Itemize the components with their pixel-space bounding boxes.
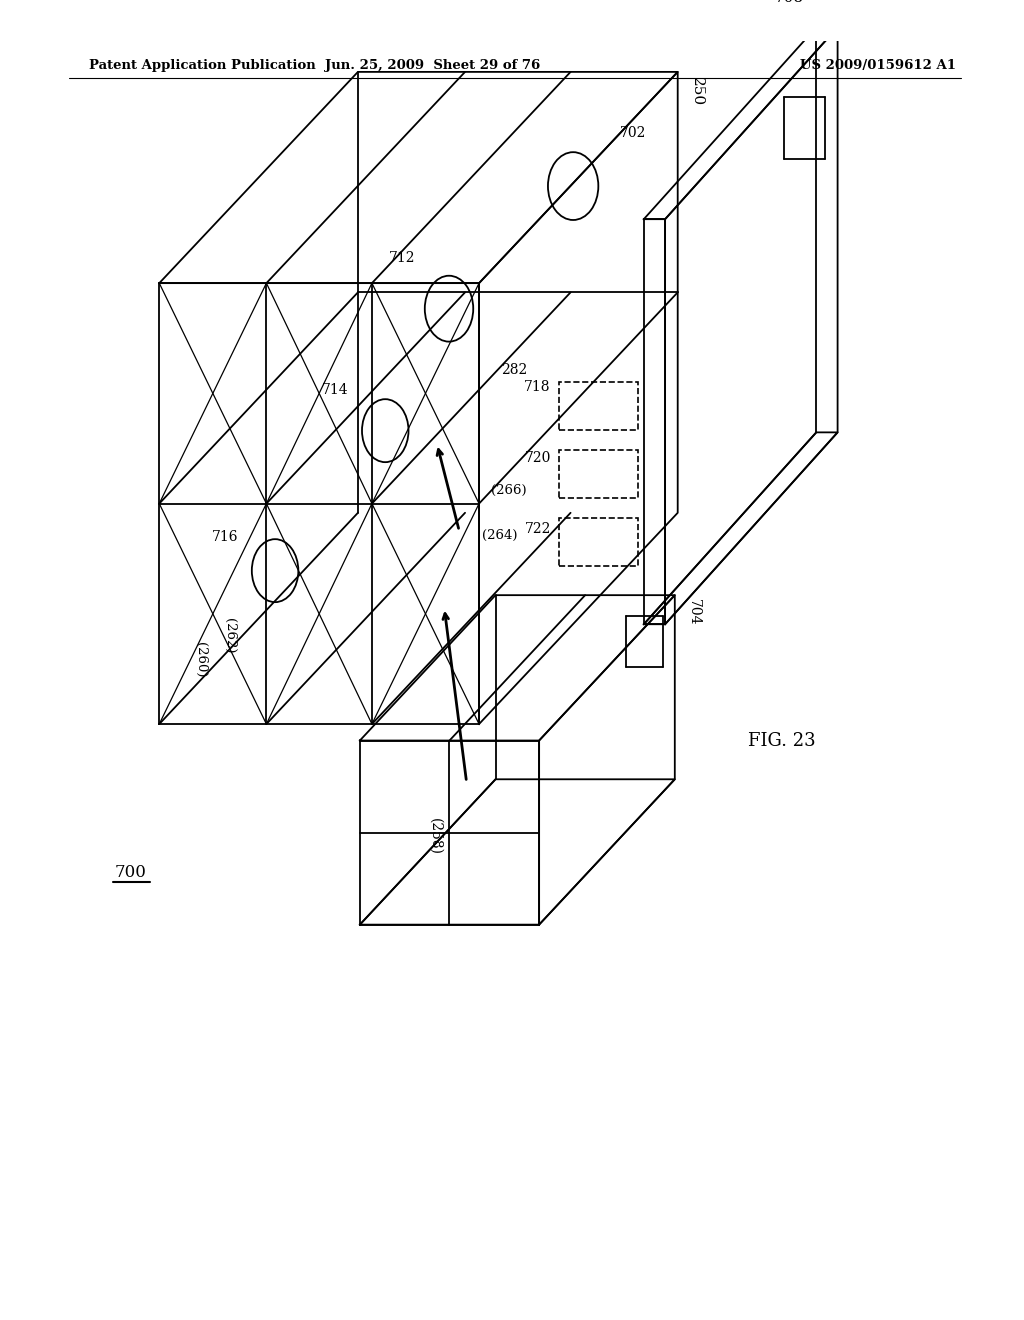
Text: FIG. 23: FIG. 23	[748, 731, 815, 750]
Bar	[558, 381, 638, 430]
Text: (258): (258)	[428, 818, 442, 855]
Text: 716: 716	[211, 529, 238, 544]
Text: 718: 718	[524, 380, 551, 393]
Text: 714: 714	[322, 383, 348, 397]
Text: (262): (262)	[223, 618, 237, 653]
Text: Patent Application Publication: Patent Application Publication	[88, 58, 315, 71]
Text: 702: 702	[621, 125, 646, 140]
Text: 250: 250	[690, 77, 705, 106]
Text: Jun. 25, 2009  Sheet 29 of 76: Jun. 25, 2009 Sheet 29 of 76	[325, 58, 541, 71]
Text: 712: 712	[389, 251, 416, 265]
Bar	[558, 517, 638, 566]
Bar	[558, 450, 638, 498]
Text: 722: 722	[524, 521, 551, 536]
Text: US 2009/0159612 A1: US 2009/0159612 A1	[801, 58, 956, 71]
Text: 282: 282	[502, 363, 527, 378]
Text: 720: 720	[524, 450, 551, 465]
Text: 704: 704	[687, 599, 701, 626]
Text: (260): (260)	[195, 643, 207, 677]
Text: 708: 708	[774, 0, 804, 5]
Text: (264): (264)	[481, 529, 517, 543]
Text: 700: 700	[115, 863, 146, 880]
Text: (266): (266)	[492, 484, 526, 496]
